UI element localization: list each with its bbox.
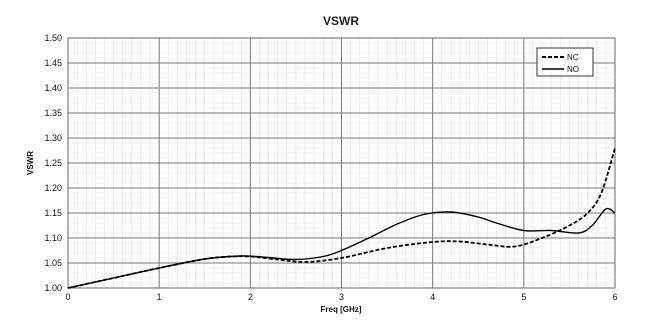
y-tick-label: 1.10 <box>44 233 62 243</box>
x-tick-label: 4 <box>430 292 435 302</box>
y-tick-label: 1.50 <box>44 33 62 43</box>
y-tick-labels: 1.00 1.05 1.10 1.15 1.20 1.25 1.30 1.35 1.40 1.45… <box>44 33 62 293</box>
y-tick-label: 1.45 <box>44 58 62 68</box>
legend-label-nc: NC <box>567 53 579 62</box>
y-tick-label: 1.30 <box>44 133 62 143</box>
x-tick-label: 5 <box>521 292 526 302</box>
x-tick-labels: 0 1 2 3 4 5 6 <box>65 292 617 302</box>
legend-box <box>537 48 593 76</box>
x-tick-label: 2 <box>248 292 253 302</box>
y-tick-label: 1.00 <box>44 283 62 293</box>
legend: NC NO <box>537 48 593 76</box>
x-tick-label: 1 <box>157 292 162 302</box>
y-tick-label: 1.20 <box>44 183 62 193</box>
y-tick-label: 1.05 <box>44 258 62 268</box>
legend-label-no: NO <box>567 65 579 74</box>
x-tick-label: 0 <box>65 292 70 302</box>
x-tick-label: 6 <box>612 292 617 302</box>
y-tick-label: 1.40 <box>44 83 62 93</box>
y-tick-label: 1.25 <box>44 158 62 168</box>
x-tick-label: 3 <box>339 292 344 302</box>
y-axis-label: VSWR <box>26 151 35 175</box>
chart-title: VSWR <box>323 14 359 28</box>
y-tick-label: 1.35 <box>44 108 62 118</box>
y-tick-label: 1.15 <box>44 208 62 218</box>
x-axis-label: Freq [GHz] <box>321 305 362 314</box>
